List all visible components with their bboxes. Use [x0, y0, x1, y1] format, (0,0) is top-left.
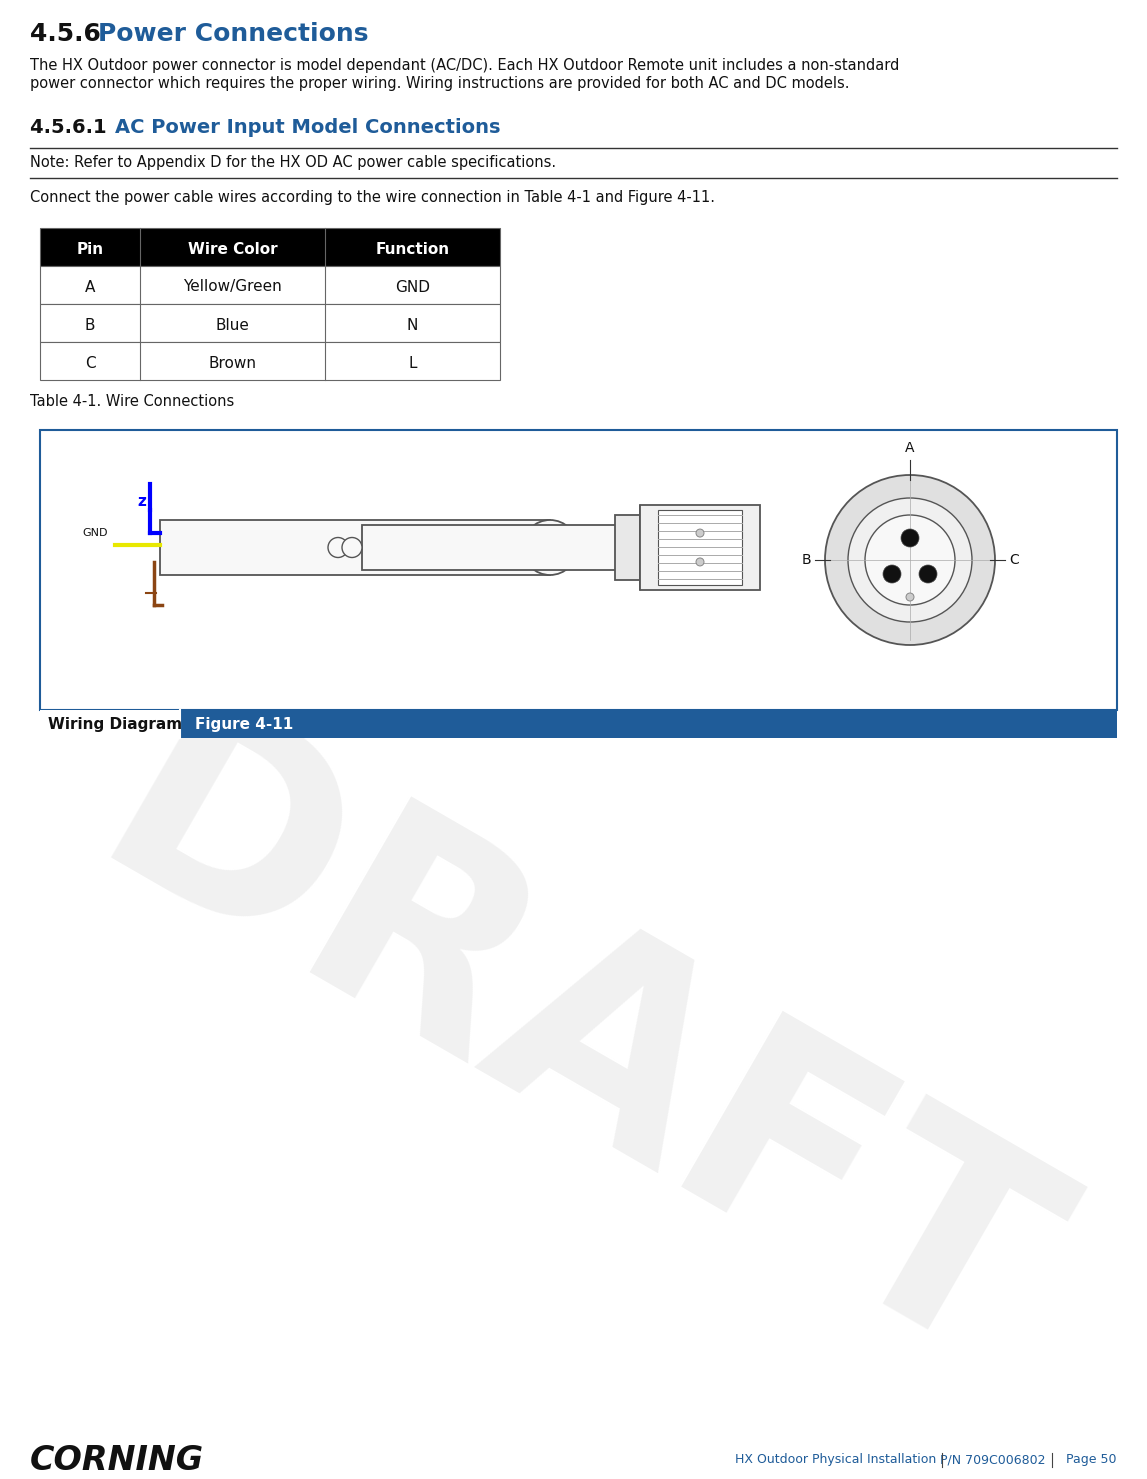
Bar — [40, 228, 500, 266]
Bar — [40, 305, 500, 342]
Text: N: N — [407, 318, 419, 333]
Text: A: A — [85, 280, 95, 294]
Bar — [362, 525, 650, 569]
Text: z: z — [138, 494, 147, 509]
Text: HX Outdoor Physical Installation: HX Outdoor Physical Installation — [735, 1454, 936, 1467]
Circle shape — [523, 521, 577, 575]
Text: Note: Refer to Appendix D for the HX OD AC power cable specifications.: Note: Refer to Appendix D for the HX OD … — [30, 155, 556, 170]
Text: Table 4-1. Wire Connections: Table 4-1. Wire Connections — [30, 393, 234, 410]
Text: CORNING: CORNING — [30, 1444, 204, 1476]
Bar — [658, 510, 742, 586]
Text: power connector which requires the proper wiring. Wiring instructions are provid: power connector which requires the prope… — [30, 75, 850, 92]
Text: P/N 709C006802: P/N 709C006802 — [941, 1454, 1046, 1467]
Circle shape — [906, 593, 914, 600]
Bar — [40, 266, 500, 305]
Text: Power Connections: Power Connections — [97, 22, 368, 46]
Circle shape — [919, 565, 937, 583]
Text: 4.5.6.1: 4.5.6.1 — [30, 118, 127, 138]
Text: DRAFT: DRAFT — [56, 673, 1091, 1427]
Circle shape — [342, 537, 362, 558]
Text: AC Power Input Model Connections: AC Power Input Model Connections — [115, 118, 500, 138]
Bar — [615, 515, 640, 580]
Text: A: A — [905, 441, 915, 456]
Text: Figure 4-11: Figure 4-11 — [195, 717, 294, 732]
Text: B: B — [85, 318, 95, 333]
Circle shape — [883, 565, 902, 583]
Circle shape — [328, 537, 348, 558]
Circle shape — [696, 558, 704, 566]
Text: L: L — [408, 355, 416, 371]
Circle shape — [696, 529, 704, 537]
Text: C: C — [85, 355, 95, 371]
Text: Wire Color: Wire Color — [188, 241, 278, 256]
Polygon shape — [640, 504, 650, 590]
Bar — [40, 710, 1117, 738]
Text: Function: Function — [375, 241, 450, 256]
Text: Blue: Blue — [216, 318, 249, 333]
Bar — [159, 521, 551, 575]
Text: Pin: Pin — [77, 241, 103, 256]
Text: C: C — [1009, 553, 1019, 566]
Text: GND: GND — [395, 280, 430, 294]
Bar — [40, 710, 180, 738]
Bar — [640, 504, 760, 590]
Text: Yellow/Green: Yellow/Green — [184, 280, 282, 294]
Text: Brown: Brown — [209, 355, 257, 371]
Text: Page 50: Page 50 — [1067, 1454, 1117, 1467]
Circle shape — [865, 515, 955, 605]
Text: B: B — [802, 553, 811, 566]
Text: The HX Outdoor power connector is model dependant (AC/DC). Each HX Outdoor Remot: The HX Outdoor power connector is model … — [30, 58, 899, 72]
Text: Wiring Diagram: Wiring Diagram — [48, 717, 182, 732]
Bar — [40, 430, 1117, 710]
Circle shape — [902, 529, 919, 547]
Circle shape — [848, 498, 972, 623]
Text: 4.5.6: 4.5.6 — [30, 22, 118, 46]
Circle shape — [825, 475, 994, 645]
Text: GND: GND — [83, 528, 108, 538]
Text: Connect the power cable wires according to the wire connection in Table 4-1 and : Connect the power cable wires according … — [30, 189, 715, 206]
Bar — [40, 342, 500, 380]
